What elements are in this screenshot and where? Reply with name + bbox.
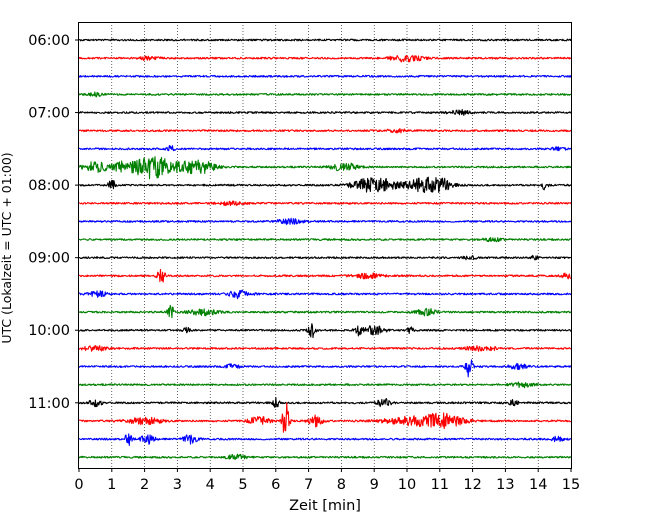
x-tick-label: 5 xyxy=(238,477,247,493)
trace-line xyxy=(78,381,572,389)
trace-line xyxy=(78,156,572,180)
trace-line xyxy=(78,217,572,226)
trace-line xyxy=(78,144,572,152)
y-axis-label: UTC (Lokalzeit = UTC + 01:00) xyxy=(0,152,14,343)
x-tick-label: 14 xyxy=(529,477,547,493)
trace-line xyxy=(78,289,572,300)
y-tick-label: 08:00 xyxy=(28,178,70,194)
trace-line xyxy=(78,402,572,433)
x-tick-label: 2 xyxy=(140,477,149,493)
y-tick-label: 11:00 xyxy=(28,396,70,412)
trace-line xyxy=(78,268,572,283)
trace-line xyxy=(78,359,572,378)
plot-frame xyxy=(78,22,572,469)
trace-line xyxy=(78,345,572,352)
trace-line xyxy=(78,433,572,446)
trace-line xyxy=(78,323,572,339)
x-tick-label: 11 xyxy=(431,477,449,493)
trace-line xyxy=(78,254,572,261)
x-tick-label: 12 xyxy=(463,477,481,493)
x-axis-ticks: 0 1 2 3 4 5 6 7 8 9 10 11 12 13 14 15 xyxy=(74,468,580,493)
trace-line xyxy=(78,396,572,408)
trace-line xyxy=(78,453,572,460)
trace-line xyxy=(78,200,572,207)
vertical-grid xyxy=(111,22,539,468)
x-tick-label: 8 xyxy=(337,477,346,493)
y-tick-label: 09:00 xyxy=(28,251,70,267)
y-tick-label: 07:00 xyxy=(28,106,70,122)
trace-line xyxy=(78,176,572,193)
trace-line xyxy=(78,38,572,42)
trace-line xyxy=(78,91,572,98)
traces-group xyxy=(78,38,572,460)
x-tick-label: 7 xyxy=(304,477,313,493)
x-tick-label: 3 xyxy=(173,477,182,493)
y-tick-label: 10:00 xyxy=(28,323,70,339)
trace-line xyxy=(78,54,572,63)
x-tick-label: 6 xyxy=(271,477,280,493)
x-tick-label: 13 xyxy=(496,477,514,493)
trace-line xyxy=(78,109,572,116)
x-tick-label: 10 xyxy=(398,477,416,493)
x-tick-label: 9 xyxy=(370,477,379,493)
x-tick-label: 4 xyxy=(206,477,215,493)
trace-line xyxy=(78,74,572,78)
x-tick-label: 15 xyxy=(562,477,580,493)
x-tick-label: 0 xyxy=(74,477,83,493)
y-axis-ticks: 06:00 07:00 08:00 09:00 10:00 11:00 xyxy=(28,33,79,412)
x-axis-label: Zeit [min] xyxy=(289,498,361,514)
trace-line xyxy=(79,304,572,319)
trace-line xyxy=(78,128,572,134)
trace-line xyxy=(78,237,572,243)
y-tick-label: 06:00 xyxy=(28,33,70,49)
x-tick-label: 1 xyxy=(107,477,116,493)
